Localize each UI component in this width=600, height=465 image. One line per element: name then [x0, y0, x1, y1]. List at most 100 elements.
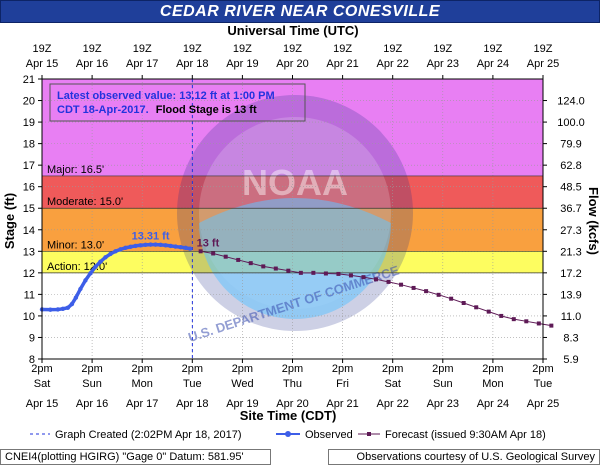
top-tick-date: Apr 16	[76, 58, 108, 70]
forecast-point	[273, 266, 278, 271]
observed-point	[133, 243, 138, 249]
legend-forecast-marker	[367, 432, 371, 436]
info-line-1: Latest observed value: 13.12 ft at 1:00 …	[57, 90, 275, 102]
top-tick-time: 19Z	[433, 43, 452, 55]
info-line-2-prefix: CDT 18-Apr-2017.	[57, 104, 149, 116]
top-tick-time: 19Z	[233, 43, 252, 55]
forecast-point	[248, 261, 253, 266]
top-tick-time: 19Z	[383, 43, 402, 55]
observed-point	[93, 264, 98, 270]
right-tick-label: 79.9	[560, 139, 581, 151]
observed-point	[178, 245, 183, 250]
bottom-tick-time: 2pm	[131, 363, 152, 375]
right-tick-label: 36.7	[560, 203, 581, 215]
right-tick-label: 21.3	[560, 246, 581, 258]
bottom-tick-time: 2pm	[232, 363, 253, 375]
forecast-start-label: 13 ft	[197, 237, 220, 249]
left-tick-label: 18	[23, 139, 35, 151]
right-tick-label: 48.5	[560, 182, 581, 194]
bottom-tick-time: 2pm	[182, 363, 203, 375]
footer-credit: Observations courtesy of U.S. Geological…	[328, 449, 600, 465]
bottom-tick-date: Apr 17	[126, 398, 158, 410]
right-tick-label: 13.9	[560, 289, 581, 301]
hydrograph-chart: Universal Time (UTC) Site Time (CDT) Sta…	[2, 23, 600, 441]
forecast-point	[311, 270, 316, 275]
info-box-frame	[49, 83, 306, 122]
observed-point	[123, 245, 128, 251]
left-tick-label: 12	[23, 268, 35, 280]
top-tick-date: Apr 24	[477, 58, 509, 70]
info-line-2: CDT 18-Apr-2017. Flood Stage is 13 ft	[57, 104, 257, 116]
top-tick-date: Apr 19	[226, 58, 258, 70]
right-tick-label: 100.0	[557, 117, 585, 129]
category-label: Minor: 13.0'	[47, 239, 104, 251]
observed-point	[60, 306, 66, 312]
top-tick-date: Apr 18	[176, 58, 208, 70]
bottom-tick-day: Sun	[433, 378, 453, 390]
forecast-point	[323, 271, 328, 276]
bottom-tick-date: Apr 16	[76, 398, 108, 410]
observed-point	[138, 243, 143, 248]
left-tick-label: 19	[23, 117, 35, 129]
bottom-axis-title: Site Time (CDT)	[240, 408, 337, 423]
left-tick-label: 10	[23, 311, 35, 323]
category-label: Major: 16.5'	[47, 164, 104, 176]
watermark-wave	[199, 198, 391, 319]
observed-point	[83, 278, 88, 283]
observed-peak-label: 13.31 ft	[132, 231, 170, 243]
observed-point	[65, 305, 71, 310]
bottom-tick-day: Fri	[336, 378, 349, 390]
bottom-tick-date: Apr 20	[276, 398, 308, 410]
left-tick-label: 14	[23, 225, 35, 237]
observed-point	[55, 307, 61, 312]
watermark-logo-lettering: NOAA	[242, 162, 348, 203]
forecast-point	[461, 301, 466, 305]
left-tick-label: 17	[23, 160, 35, 172]
left-tick-label: 15	[23, 203, 35, 215]
legend-observed-label: Observed	[305, 429, 353, 441]
forecast-point	[424, 289, 429, 294]
info-line-2-suffix: Flood Stage is 13 ft	[156, 104, 257, 116]
bottom-tick-day: Wed	[231, 378, 253, 390]
bottom-tick-date: Apr 19	[226, 398, 258, 410]
bottom-tick-date: Apr 18	[176, 398, 208, 410]
top-tick-date: Apr 23	[427, 58, 459, 70]
flood-category-labels: Major: 16.5'Moderate: 15.0'Minor: 13.0'A…	[47, 164, 123, 273]
top-tick-time: 19Z	[534, 43, 553, 55]
left-tick-label: 20	[23, 96, 35, 108]
top-tick-time: 19Z	[283, 43, 302, 55]
observed-point	[128, 244, 133, 249]
left-tick-label: 16	[23, 182, 35, 194]
observed-point	[183, 245, 188, 251]
forecast-point	[486, 309, 491, 314]
top-tick-time: 19Z	[333, 43, 352, 55]
observed-point	[143, 242, 148, 248]
left-axis-title: Stage (ft)	[2, 193, 17, 249]
bottom-tick-day: Sat	[34, 378, 51, 390]
forecast-point	[223, 254, 228, 259]
forecast-point	[549, 323, 554, 328]
forecast-point	[511, 317, 516, 322]
right-tick-label: 5.9	[563, 354, 578, 366]
forecast-point	[198, 249, 203, 254]
bottom-tick-date: Apr 21	[326, 398, 358, 410]
legend: Graph Created (2:02PM Apr 18, 2017) Obse…	[30, 429, 546, 441]
left-tick-label: 8	[29, 354, 35, 366]
bottom-tick-time: 2pm	[31, 363, 52, 375]
forecast-point	[399, 282, 404, 287]
left-tick-label: 9	[29, 332, 35, 344]
forecast-point	[298, 270, 303, 275]
observed-point	[69, 301, 75, 307]
top-tick-time: 19Z	[483, 43, 502, 55]
bottom-tick-day: Sat	[384, 378, 401, 390]
footer-datum: CNEI4(plotting HGIRG) "Gage 0" Datum: 58…	[0, 449, 271, 465]
legend-observed-marker	[285, 431, 291, 437]
forecast-point	[236, 257, 241, 262]
left-axis-ticks: 8 9 10 11 12 13 14 15 16 17 18 19 20 21	[23, 74, 42, 366]
right-axis-ticks: 8.3 11.0 13.9 17.2 21.3 27.3 36.7 48.5 62.8 79.9 1…	[543, 96, 585, 366]
observed-point	[118, 247, 123, 252]
observed-point	[163, 243, 168, 248]
top-tick-date: Apr 22	[376, 58, 408, 70]
